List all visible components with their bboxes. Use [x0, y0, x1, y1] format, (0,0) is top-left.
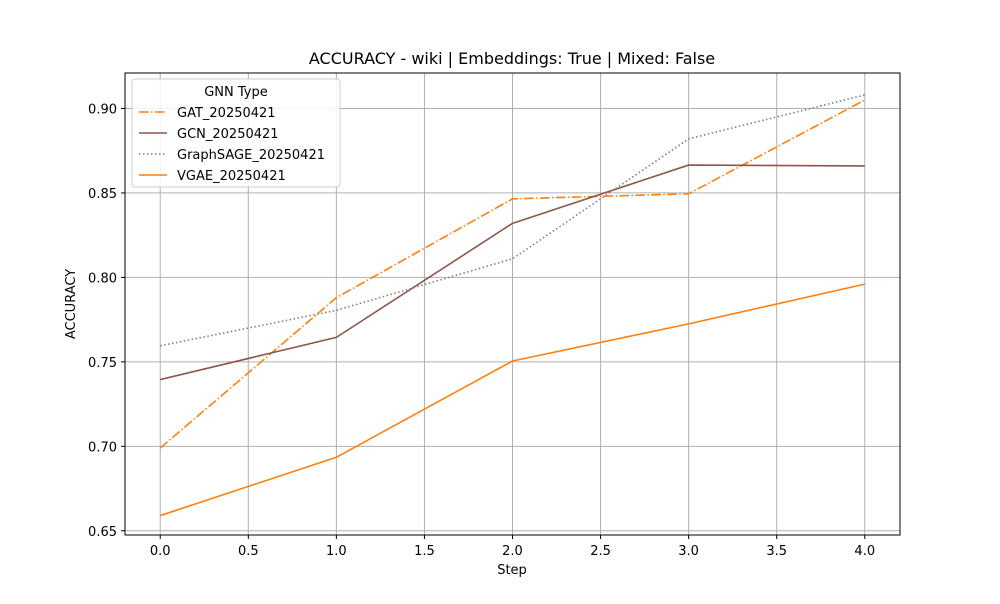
x-tick-label: 1.5	[414, 544, 435, 559]
y-tick-label: 0.85	[88, 187, 117, 202]
legend-items: GAT_20250421 GCN_20250421 GraphSAGE_202504…	[139, 106, 325, 184]
y-tick-label: 0.80	[88, 271, 117, 286]
y-tick-label: 0.75	[88, 356, 117, 371]
series-line-graphsage_20250421	[160, 94, 865, 347]
legend-label: GraphSAGE_20250421	[177, 148, 325, 163]
chart-title: ACCURACY - wiki | Embeddings: True | Mix…	[309, 49, 715, 68]
y-tick-label: 0.65	[88, 525, 117, 540]
y-tick-label: 0.70	[88, 440, 117, 455]
series-line-gcn_20250421	[160, 164, 865, 381]
series-line-gat_20250421	[159, 99, 866, 449]
legend: GNN Type GAT_20250421 GCN_20250421 GraphSA…	[131, 78, 341, 188]
x-tick-label: 2.5	[590, 544, 611, 559]
series-lines	[159, 94, 866, 517]
x-tick-label: 3.5	[766, 544, 787, 559]
x-tick-label: 3.0	[678, 544, 699, 559]
legend-label: GCN_20250421	[177, 127, 279, 142]
x-tick-label: 0.0	[150, 544, 171, 559]
x-axis-label: Step	[497, 563, 527, 578]
legend-box	[131, 78, 341, 188]
legend-title: GNN Type	[204, 85, 268, 100]
x-tick-label: 0.5	[238, 544, 259, 559]
legend-label: VGAE_20250421	[177, 169, 286, 184]
y-axis-label: ACCURACY	[64, 269, 79, 339]
x-tick-label: 4.0	[854, 544, 875, 559]
x-tick-label: 2.0	[502, 544, 523, 559]
y-tick-label: 0.90	[88, 102, 117, 117]
x-tick-label: 1.0	[326, 544, 347, 559]
legend-label: GAT_20250421	[177, 106, 276, 121]
series-line-vgae_20250421	[159, 283, 865, 517]
axis-ticks: 0.0 0.5 1.0 1.5 2.0 2.5 3.0 3.5 4.0 0.65 0.70 0.75 0…	[88, 102, 875, 559]
